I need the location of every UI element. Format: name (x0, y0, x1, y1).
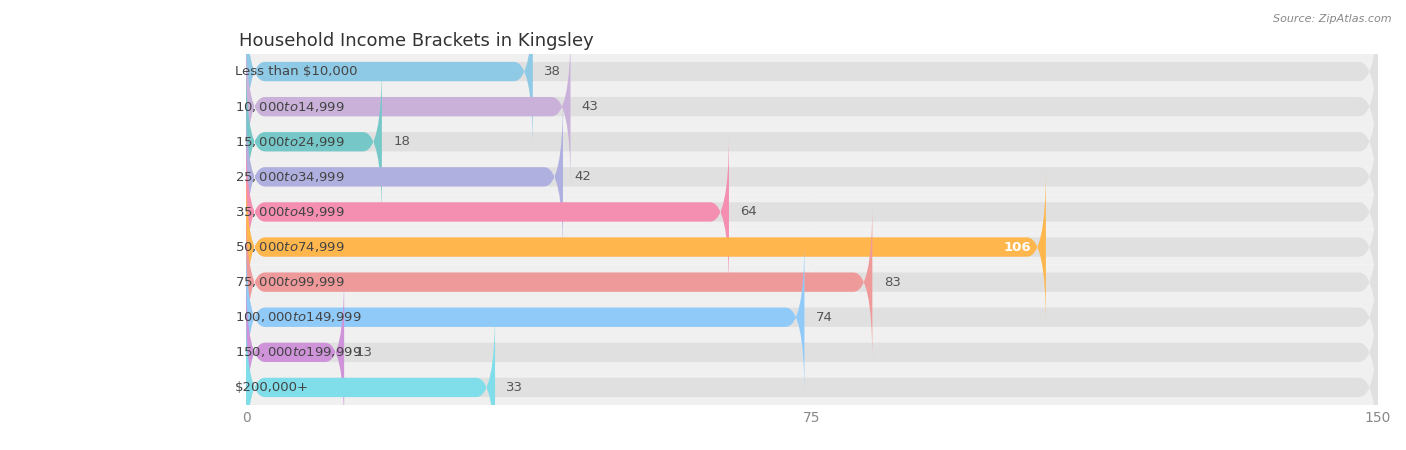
FancyBboxPatch shape (246, 63, 1378, 220)
FancyBboxPatch shape (246, 54, 1378, 89)
FancyBboxPatch shape (246, 204, 872, 360)
FancyBboxPatch shape (246, 239, 804, 396)
FancyBboxPatch shape (246, 99, 1378, 255)
FancyBboxPatch shape (246, 265, 1378, 300)
FancyBboxPatch shape (246, 63, 382, 220)
FancyBboxPatch shape (246, 0, 1378, 150)
Text: 64: 64 (741, 206, 756, 218)
Text: 106: 106 (1002, 241, 1031, 253)
FancyBboxPatch shape (246, 89, 1378, 124)
FancyBboxPatch shape (246, 134, 1378, 290)
FancyBboxPatch shape (246, 159, 1378, 194)
FancyBboxPatch shape (246, 28, 571, 185)
Text: $75,000 to $99,999: $75,000 to $99,999 (235, 275, 344, 289)
Text: $10,000 to $14,999: $10,000 to $14,999 (235, 99, 344, 114)
Text: 18: 18 (394, 135, 411, 148)
Text: 33: 33 (506, 381, 523, 394)
FancyBboxPatch shape (246, 239, 1378, 396)
Text: Source: ZipAtlas.com: Source: ZipAtlas.com (1274, 14, 1392, 23)
Text: 42: 42 (574, 171, 591, 183)
Text: Household Income Brackets in Kingsley: Household Income Brackets in Kingsley (239, 32, 593, 50)
Text: $15,000 to $24,999: $15,000 to $24,999 (235, 135, 344, 149)
FancyBboxPatch shape (246, 0, 533, 150)
FancyBboxPatch shape (246, 335, 1378, 370)
FancyBboxPatch shape (246, 274, 344, 431)
Text: 38: 38 (544, 65, 561, 78)
Text: $50,000 to $74,999: $50,000 to $74,999 (235, 240, 344, 254)
Text: $200,000+: $200,000+ (235, 381, 309, 394)
FancyBboxPatch shape (246, 370, 1378, 405)
Text: $25,000 to $34,999: $25,000 to $34,999 (235, 170, 344, 184)
FancyBboxPatch shape (246, 204, 1378, 360)
FancyBboxPatch shape (246, 230, 1378, 265)
Text: 74: 74 (815, 311, 832, 324)
FancyBboxPatch shape (246, 309, 1378, 450)
Text: $150,000 to $199,999: $150,000 to $199,999 (235, 345, 361, 360)
FancyBboxPatch shape (246, 99, 562, 255)
Text: 13: 13 (356, 346, 373, 359)
Text: $100,000 to $149,999: $100,000 to $149,999 (235, 310, 361, 324)
FancyBboxPatch shape (246, 300, 1378, 335)
Text: $35,000 to $49,999: $35,000 to $49,999 (235, 205, 344, 219)
FancyBboxPatch shape (246, 309, 495, 450)
FancyBboxPatch shape (246, 274, 1378, 431)
FancyBboxPatch shape (246, 28, 1378, 185)
Text: 43: 43 (582, 100, 599, 113)
FancyBboxPatch shape (246, 169, 1378, 325)
FancyBboxPatch shape (246, 169, 1046, 325)
FancyBboxPatch shape (246, 124, 1378, 159)
Text: 83: 83 (883, 276, 900, 288)
FancyBboxPatch shape (246, 134, 728, 290)
FancyBboxPatch shape (246, 194, 1378, 230)
Text: Less than $10,000: Less than $10,000 (235, 65, 357, 78)
